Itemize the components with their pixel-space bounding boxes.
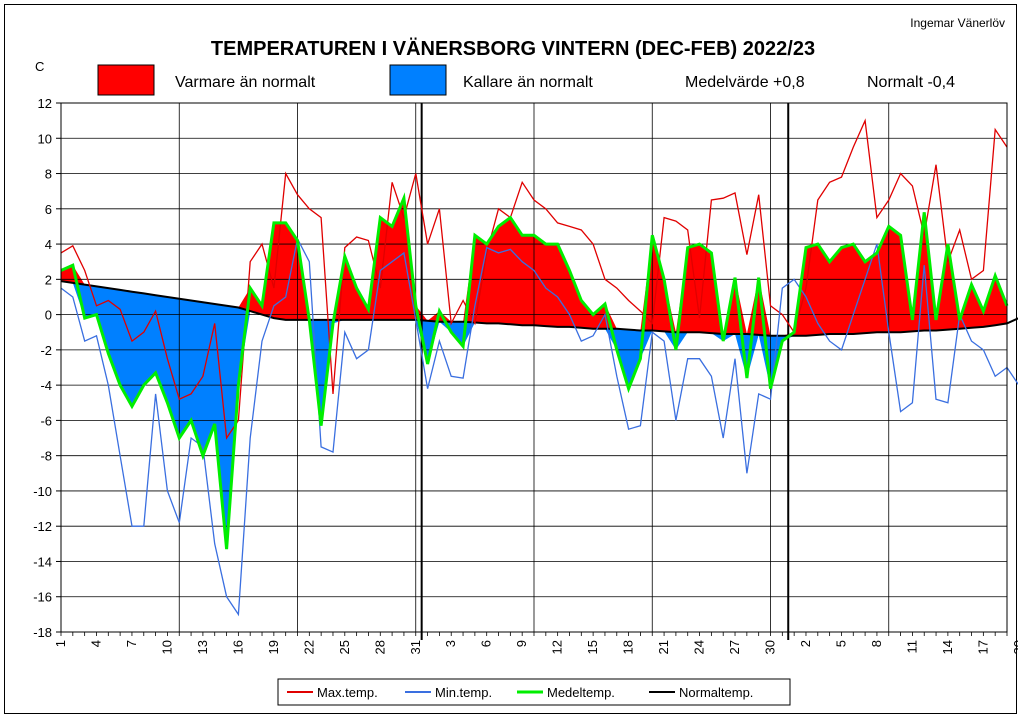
y-tick-label: -14 xyxy=(33,554,52,569)
x-tick-label: 18 xyxy=(621,640,636,654)
x-tick-label: 15 xyxy=(585,640,600,654)
y-tick-label: 2 xyxy=(45,272,52,287)
author-label: Ingemar Vänerlöv xyxy=(910,16,1005,30)
x-tick-label: 11 xyxy=(904,640,919,654)
x-tick-label: 24 xyxy=(692,640,707,654)
min-legend-label: Min.temp. xyxy=(435,685,492,700)
x-tick-label: 7 xyxy=(124,640,139,647)
min-temp-line xyxy=(60,236,1018,617)
x-tick-label: 13 xyxy=(195,640,210,654)
cold-legend-swatch xyxy=(389,64,447,96)
x-tick-label: 20 xyxy=(1011,640,1018,654)
x-tick-label: 14 xyxy=(940,640,955,654)
warm-legend-label: Varmare än normalt xyxy=(175,74,316,91)
y-tick-label: -16 xyxy=(33,590,52,605)
chart-frame: Ingemar Vänerlöv TEMPERATUREN I VÄNERSBO… xyxy=(4,4,1018,714)
x-tick-label: 10 xyxy=(159,640,174,654)
x-axis-ticks: 1 4 7 10 13 16 19 22 25 28 31 3 6 9 12 15 18 21 24 27 30 2 5 8 1… xyxy=(53,632,1018,654)
x-tick-label: 3 xyxy=(443,640,458,647)
x-tick-label: 1 xyxy=(53,640,68,647)
y-tick-label: -2 xyxy=(40,343,52,358)
y-tick-label: -4 xyxy=(40,378,52,393)
x-tick-label: 5 xyxy=(834,640,849,647)
mean-legend-label: Medeltemp. xyxy=(547,685,615,700)
x-tick-label: 27 xyxy=(727,640,742,654)
x-tick-label: 16 xyxy=(230,640,245,654)
y-tick-label: -6 xyxy=(40,413,52,428)
y-tick-label: 12 xyxy=(38,96,52,111)
x-tick-label: 6 xyxy=(479,640,494,647)
y-tick-label: -18 xyxy=(33,625,52,640)
x-tick-label: 28 xyxy=(372,640,387,654)
y-tick-label: 6 xyxy=(45,202,52,217)
y-tick-label: 4 xyxy=(45,237,52,252)
x-tick-label: 2 xyxy=(798,640,813,647)
x-tick-label: 17 xyxy=(975,640,990,654)
plot-area xyxy=(60,102,1018,640)
x-tick-label: 8 xyxy=(869,640,884,647)
series-legend: Max.temp. Min.temp. Medeltemp. Normaltem… xyxy=(277,678,791,706)
y-tick-label: 10 xyxy=(38,131,52,146)
x-tick-label: 19 xyxy=(266,640,281,654)
y-tick-label: -12 xyxy=(33,519,52,534)
normal-temp-line xyxy=(60,280,1018,337)
x-tick-label: 12 xyxy=(550,640,565,654)
normal-legend-label: Normaltemp. xyxy=(679,685,753,700)
x-tick-label: 22 xyxy=(301,640,316,654)
warm-legend-swatch xyxy=(97,64,155,96)
y-unit-label: C xyxy=(35,59,44,74)
cold-legend-label: Kallare än normalt xyxy=(463,74,593,91)
x-tick-label: 30 xyxy=(763,640,778,654)
mean-temp-line xyxy=(60,192,1009,550)
x-tick-label: 21 xyxy=(656,640,671,654)
x-tick-label: 9 xyxy=(514,640,529,647)
normal-value-label: Normalt -0,4 xyxy=(867,74,955,91)
y-tick-label: 8 xyxy=(45,167,52,182)
mean-value-label: Medelvärde +0,8 xyxy=(685,74,805,91)
y-tick-label: -10 xyxy=(33,484,52,499)
y-axis-ticks: 12 10 8 6 4 2 0 -2 -4 -6 -8 -10 -12 -14 -16 -18 xyxy=(33,96,61,640)
temperature-chart: Ingemar Vänerlöv TEMPERATUREN I VÄNERSBO… xyxy=(33,16,1018,706)
y-tick-label: -8 xyxy=(40,449,52,464)
max-legend-label: Max.temp. xyxy=(317,685,378,700)
max-temp-line xyxy=(60,118,1008,440)
x-tick-label: 4 xyxy=(89,640,104,647)
x-tick-label: 31 xyxy=(408,640,423,654)
chart-title: TEMPERATUREN I VÄNERSBORG VINTERN (DEC-F… xyxy=(211,37,815,60)
y-tick-label: 0 xyxy=(45,308,52,323)
x-tick-label: 25 xyxy=(337,640,352,654)
